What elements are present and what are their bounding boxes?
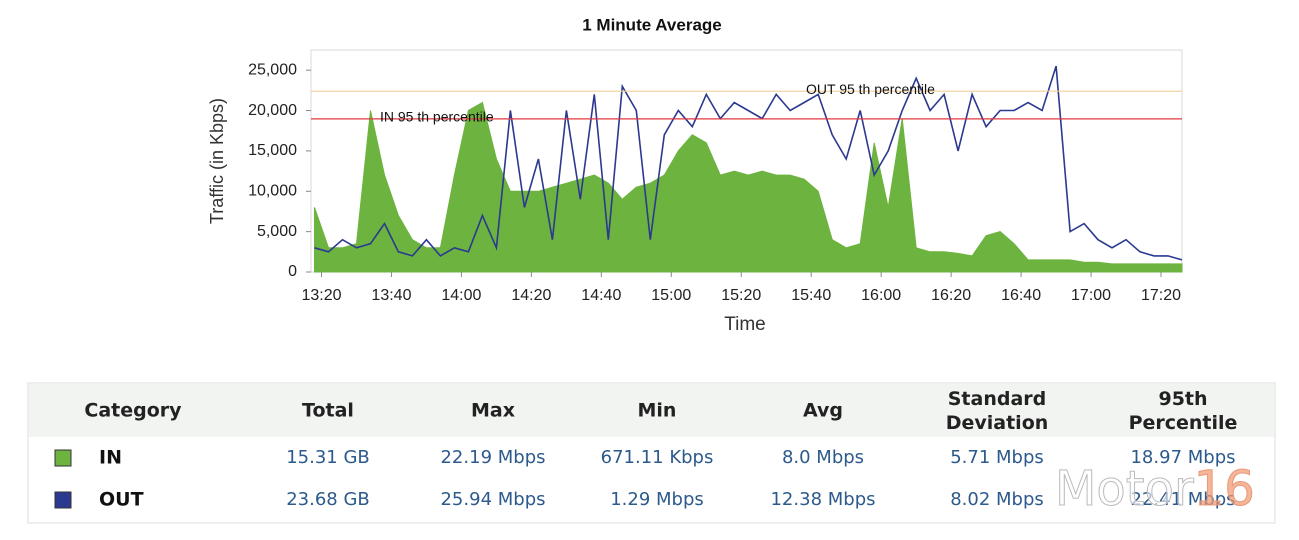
- x-tick-label: 15:40: [791, 287, 831, 304]
- table-cell: 23.68 GB: [286, 489, 370, 510]
- table-header: Category: [84, 400, 182, 422]
- y-axis-label: Traffic (in Kbps): [207, 98, 227, 224]
- line: [314, 65, 1183, 261]
- table-cell: 18.97 Mbps: [1130, 447, 1235, 468]
- table-header: 95th Percentile: [1129, 388, 1238, 434]
- table-header: Max: [471, 400, 515, 422]
- table-cell: 8.02 Mbps: [950, 489, 1044, 510]
- x-axis-label: Time: [724, 314, 766, 335]
- table-cell: 15.31 GB: [286, 447, 370, 468]
- legend-swatch: [54, 491, 72, 509]
- y-tick-label: 20,000: [248, 102, 297, 119]
- y-tick-label: 0: [288, 263, 297, 280]
- table-header-word: Deviation: [946, 412, 1049, 434]
- table-cell: 22.41 Mbps: [1130, 489, 1235, 510]
- reference-label: IN 95 th percentile: [380, 109, 494, 125]
- table-cell: 12.38 Mbps: [770, 489, 875, 510]
- category-name: IN: [99, 447, 122, 469]
- x-tick-label: 16:20: [931, 287, 971, 304]
- table-cell: 22.19 Mbps: [440, 447, 545, 468]
- x-tick-label: 14:00: [441, 287, 481, 304]
- table-header: Total: [302, 400, 354, 422]
- x-tick-label: 14:20: [511, 287, 551, 304]
- table-header: Avg: [803, 400, 843, 422]
- chart-title: 1 Minute Average: [582, 15, 722, 34]
- y-tick-label: 25,000: [248, 61, 297, 78]
- x-tick-label: 17:20: [1141, 287, 1181, 304]
- x-tick-label: 15:20: [721, 287, 761, 304]
- table-header-word: Percentile: [1129, 412, 1238, 434]
- category-name: OUT: [99, 489, 144, 511]
- x-tick-label: 15:00: [651, 287, 691, 304]
- table-header-word: 95th: [1158, 388, 1207, 410]
- area: [314, 101, 1183, 273]
- table-cell: 25.94 Mbps: [440, 489, 545, 510]
- legend-swatch: [54, 449, 72, 467]
- table-cell: 1.29 Mbps: [610, 489, 704, 510]
- x-tick-label: 13:20: [301, 287, 341, 304]
- x-tick-label: 16:40: [1001, 287, 1041, 304]
- table-header: Standard Deviation: [946, 388, 1049, 434]
- reference-label: OUT 95 th percentile: [806, 81, 935, 97]
- table-cell: 5.71 Mbps: [950, 447, 1044, 468]
- table-header: Min: [638, 400, 677, 422]
- x-tick-label: 16:00: [861, 287, 901, 304]
- table-header-bg: [29, 384, 1274, 437]
- watermark: Motor16: [1055, 461, 1255, 517]
- watermark-number: 16: [1194, 461, 1255, 517]
- watermark-word: Motor: [1055, 461, 1194, 517]
- table-cell: 8.0 Mbps: [782, 447, 864, 468]
- x-tick-label: 17:00: [1071, 287, 1111, 304]
- table-header-word: Standard: [948, 388, 1047, 410]
- y-tick-label: 5,000: [257, 223, 297, 240]
- x-tick-label: 13:40: [371, 287, 411, 304]
- x-tick-label: 14:40: [581, 287, 621, 304]
- table-cell: 671.11 Kbps: [601, 447, 714, 468]
- y-tick-label: 10,000: [248, 182, 297, 199]
- y-tick-label: 15,000: [248, 142, 297, 159]
